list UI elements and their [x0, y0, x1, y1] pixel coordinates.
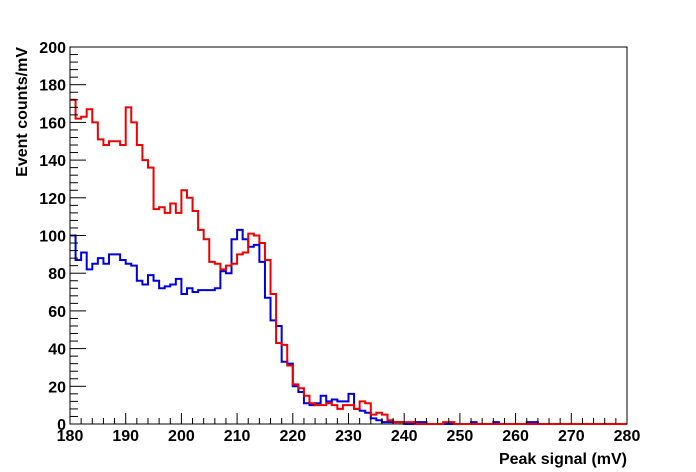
x-tick-label: 200: [168, 428, 195, 445]
x-tick-label: 260: [502, 428, 529, 445]
x-axis-ticks: [69, 413, 628, 424]
series-layer: [70, 98, 627, 425]
y-tick-label: 160: [39, 115, 66, 132]
x-tick-label: 280: [614, 428, 641, 445]
x-tick-label: 230: [335, 428, 362, 445]
x-tick-label: 240: [391, 428, 418, 445]
y-axis-ticks: [70, 46, 86, 425]
y-tick-label: 60: [48, 304, 66, 321]
x-tick-label: 180: [57, 428, 84, 445]
x-tick-label: 210: [224, 428, 251, 445]
x-axis-tick-labels: 180 190 200 210 220 230 240 250 260 270 280: [57, 428, 641, 445]
x-tick-label: 220: [279, 428, 306, 445]
y-axis-tick-labels: 0 20 40 60 80 100 120 140 160 180 200: [39, 40, 66, 434]
y-tick-label: 120: [39, 191, 66, 208]
x-tick-label: 250: [447, 428, 474, 445]
y-tick-label: 80: [48, 266, 66, 283]
series-2-histogram: [70, 98, 627, 425]
y-tick-label: 20: [48, 379, 66, 396]
y-tick-label: 180: [39, 78, 66, 95]
x-axis-title: Peak signal (mV): [499, 451, 627, 468]
y-tick-label: 0: [57, 417, 66, 434]
y-tick-label: 100: [39, 229, 66, 246]
y-tick-label: 200: [39, 40, 66, 57]
y-tick-label: 40: [48, 342, 66, 359]
y-tick-label: 140: [39, 153, 66, 170]
x-tick-label: 270: [558, 428, 585, 445]
plot-frame: [69, 46, 628, 425]
series-1-histogram: [70, 228, 627, 425]
x-tick-label: 190: [112, 428, 139, 445]
y-axis-title: Event counts/mV: [14, 47, 31, 177]
